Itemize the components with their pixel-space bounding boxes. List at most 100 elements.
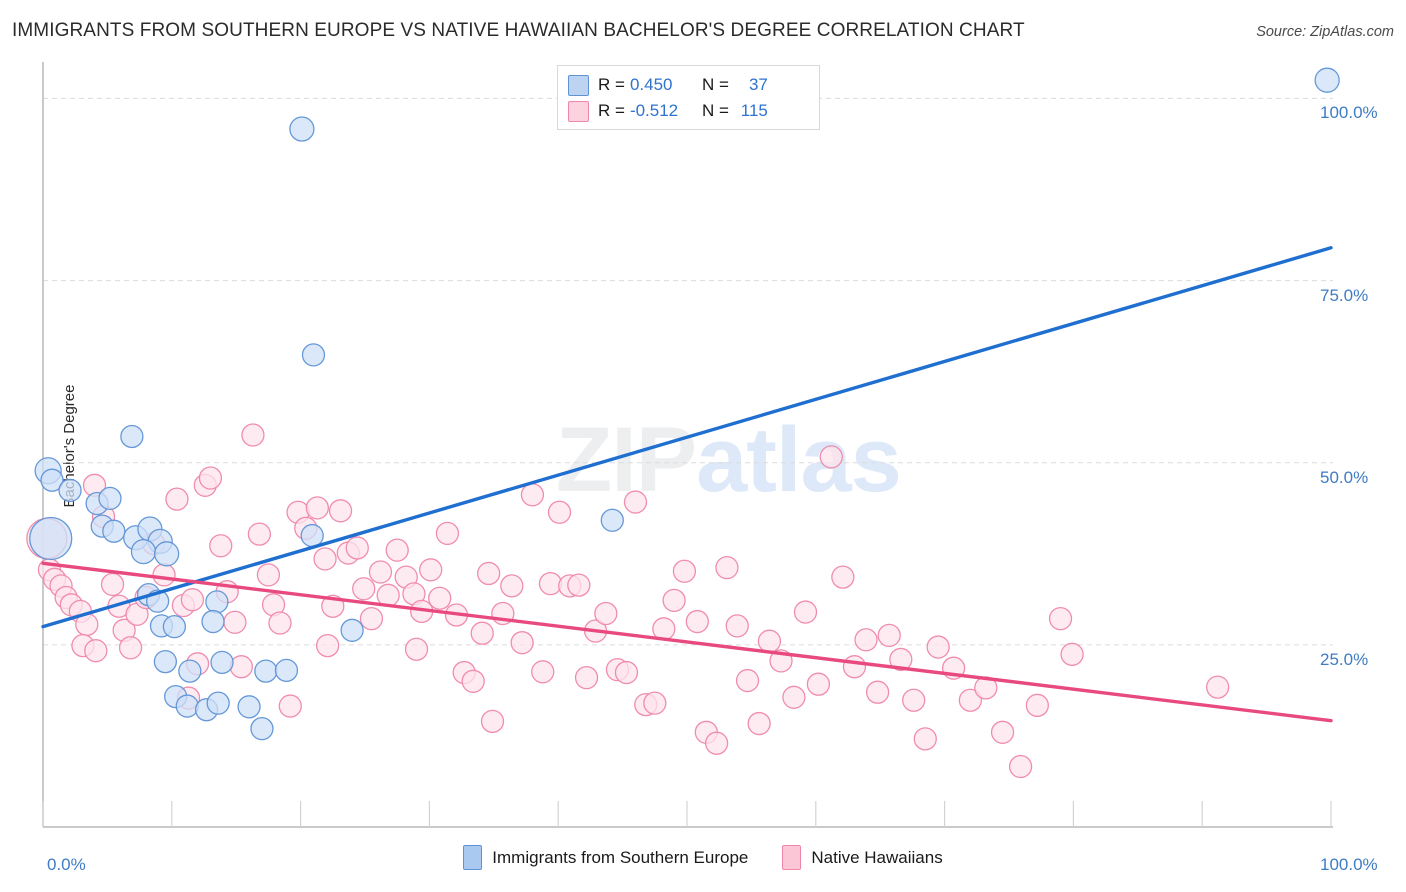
y-tick-label-25.0%: 25.0% xyxy=(1320,649,1369,669)
data-point xyxy=(643,691,667,715)
blue-series-swatch xyxy=(568,74,589,96)
data-point xyxy=(926,635,950,659)
data-point xyxy=(567,573,591,597)
data-point xyxy=(913,727,937,751)
data-point xyxy=(419,558,443,582)
data-point xyxy=(205,590,229,614)
correlation-stats-legend: R = 0.450 N = 37 R = -0.512 N = 115 xyxy=(557,65,820,130)
data-point xyxy=(1060,642,1084,666)
data-point xyxy=(806,672,831,696)
data-point xyxy=(538,572,563,596)
page-title: IMMIGRANTS FROM SOUTHERN EUROPE VS NATIV… xyxy=(12,20,1025,41)
data-point xyxy=(359,606,384,631)
data-point xyxy=(672,559,697,583)
axis-lines xyxy=(42,62,1333,828)
data-point xyxy=(747,711,771,736)
data-point xyxy=(368,560,393,584)
data-point xyxy=(385,538,409,562)
data-point xyxy=(819,445,843,469)
legend-swatch-pink xyxy=(782,845,802,870)
data-point xyxy=(1314,67,1340,93)
data-point xyxy=(715,555,739,580)
data-point xyxy=(300,523,324,548)
data-point xyxy=(1025,693,1049,717)
blue-r-label: R = xyxy=(598,75,625,94)
data-point xyxy=(345,536,369,560)
y-tick-label-100.0%: 100.0% xyxy=(1320,103,1378,123)
data-point xyxy=(990,720,1015,744)
data-point xyxy=(178,659,202,683)
legend-label-southern-europe: Immigrants from Southern Europe xyxy=(492,847,749,867)
data-point xyxy=(40,468,64,492)
data-point xyxy=(130,538,157,565)
pink-r-value: -0.512 xyxy=(629,101,679,120)
data-point xyxy=(782,685,806,709)
gridlines xyxy=(43,97,1333,646)
data-point xyxy=(118,636,143,660)
trend-lines xyxy=(41,246,1333,723)
data-point xyxy=(662,588,686,613)
data-point xyxy=(500,574,524,598)
data-point xyxy=(162,614,187,639)
data-point xyxy=(480,709,505,734)
data-point xyxy=(328,499,353,523)
blue-n-value: 37 xyxy=(748,75,768,94)
data-point xyxy=(223,610,247,634)
legend-item-southern-europe[interactable]: Immigrants from Southern Europe xyxy=(463,845,748,870)
data-point xyxy=(340,618,364,642)
stats-row-pink: R = -0.512 N = 115 xyxy=(568,98,809,124)
data-point xyxy=(725,614,749,638)
pink-series-swatch xyxy=(568,100,589,122)
data-point xyxy=(98,486,122,511)
data-point xyxy=(877,623,901,648)
data-point xyxy=(29,516,73,561)
data-point xyxy=(735,668,760,693)
data-point xyxy=(428,586,452,610)
data-point xyxy=(315,633,340,658)
trendline-southern-europe xyxy=(41,246,1333,629)
y-tick-label-50.0%: 50.0% xyxy=(1320,467,1369,487)
pink-n-label: N = xyxy=(701,101,729,120)
legend-item-native-hawaiians[interactable]: Native Hawaiians xyxy=(782,845,943,870)
pink-r-label: R = xyxy=(598,101,625,120)
data-point xyxy=(209,534,233,558)
y-tick-label-75.0%: 75.0% xyxy=(1320,285,1369,305)
data-point xyxy=(574,665,599,690)
legend-label-native-hawaiians: Native Hawaiians xyxy=(811,847,943,867)
data-point xyxy=(623,490,648,514)
blue-r-value: 0.450 xyxy=(629,75,673,94)
data-point xyxy=(842,655,867,679)
data-point xyxy=(84,639,108,663)
data-point xyxy=(175,694,199,718)
data-point xyxy=(198,466,223,490)
data-point xyxy=(268,611,292,635)
data-point xyxy=(757,629,782,653)
pink-n-value: 115 xyxy=(740,101,768,120)
data-point xyxy=(614,660,639,685)
data-point xyxy=(274,658,299,683)
series-legend: Immigrants from Southern Europe Native H… xyxy=(0,845,1406,870)
data-point xyxy=(305,496,329,520)
data-point xyxy=(120,424,144,449)
data-point xyxy=(289,116,315,142)
data-point xyxy=(1008,754,1033,779)
data-point xyxy=(1206,675,1230,699)
data-point xyxy=(685,609,709,634)
source-attribution: Source: ZipAtlas.com xyxy=(1256,24,1394,40)
data-point xyxy=(153,649,178,674)
data-point xyxy=(793,600,818,624)
data-point xyxy=(865,680,890,704)
data-point xyxy=(704,731,729,755)
data-point xyxy=(404,637,429,661)
data-point xyxy=(153,541,180,567)
data-point xyxy=(229,655,254,679)
data-point xyxy=(206,691,230,715)
stats-row-blue: R = 0.450 N = 37 xyxy=(568,72,809,98)
data-point xyxy=(165,487,189,511)
data-point xyxy=(237,695,261,719)
data-point xyxy=(831,565,855,589)
data-point xyxy=(1048,606,1073,631)
blue-n-label: N = xyxy=(701,75,729,94)
trendline-native-hawaiians xyxy=(41,561,1333,723)
